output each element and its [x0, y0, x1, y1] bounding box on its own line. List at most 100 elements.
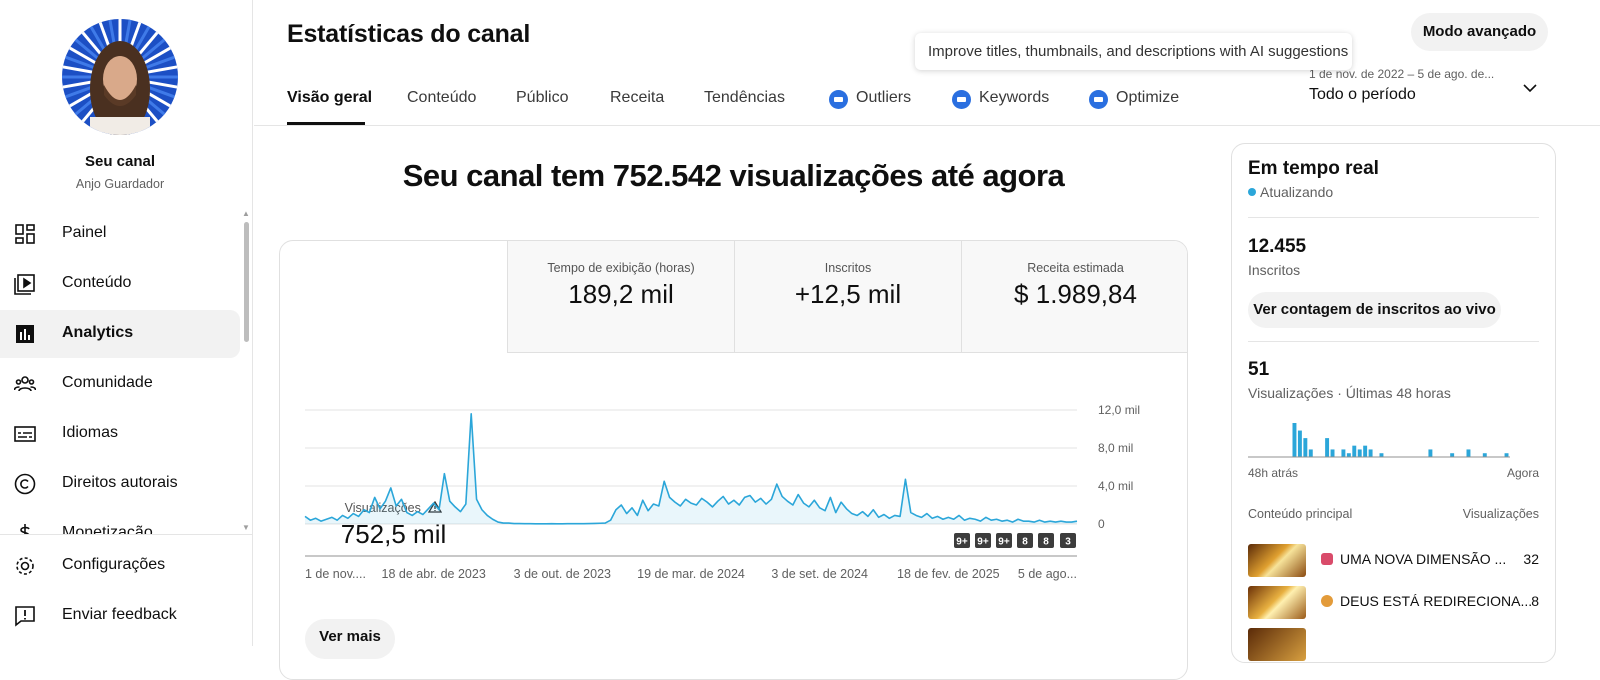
metric-value: +12,5 mil: [794, 279, 902, 309]
tab[interactable]: Keywords: [979, 89, 1050, 106]
advanced-mode-button[interactable]: Modo avançado: [1411, 13, 1548, 51]
footer-label: Configurações: [62, 556, 166, 573]
nav-item[interactable]: Painel: [0, 210, 240, 258]
metric-value: 752,5 mil: [340, 519, 447, 549]
top-views-label: Visualizações: [1462, 507, 1539, 521]
metric-value: $ 1.989,84: [1014, 279, 1137, 309]
extension-icon: [829, 90, 848, 109]
tab[interactable]: Receita: [610, 89, 665, 106]
metric-label: Tempo de exibição (horas): [547, 261, 695, 275]
tab[interactable]: Público: [516, 89, 569, 106]
headline: Seu canal tem 752.542 visualizações até …: [402, 158, 1065, 193]
nav-item[interactable]: Comunidade: [0, 360, 240, 408]
video-views: 32: [1523, 551, 1539, 567]
nav-icon: [16, 557, 34, 575]
nav-icon: [14, 426, 36, 442]
nav-icon: [14, 473, 36, 495]
tab-underline: [287, 122, 365, 125]
status-dot: [1248, 188, 1256, 196]
divider: [1248, 341, 1539, 342]
nav-icon: [14, 376, 36, 392]
nav-icon: [14, 274, 35, 295]
nav-item[interactable]: Direitos autorais: [0, 460, 240, 508]
scrollbar-thumb[interactable]: [244, 222, 249, 342]
footer-item[interactable]: Enviar feedback: [0, 592, 240, 640]
date-range: 1 de nov. de 2022 – 5 de ago. de...: [1309, 67, 1495, 81]
channel-avatar[interactable]: [60, 17, 180, 137]
realtime-title: Em tempo real: [1248, 158, 1379, 179]
video-thumbnail[interactable]: [1248, 544, 1306, 577]
page-title: Estatísticas do canal: [287, 20, 531, 48]
video-views: 8: [1531, 593, 1539, 609]
tab[interactable]: Tendências: [704, 89, 785, 106]
nav-label: Direitos autorais: [62, 474, 178, 491]
video-thumbnail[interactable]: [1248, 586, 1306, 619]
scroll-up[interactable]: ▲: [242, 209, 250, 218]
metrics-card: Visualizações 752,5 mil Tempo de exibiçã…: [279, 240, 1188, 680]
nav-icon: [16, 325, 34, 343]
extension-icon: [1089, 90, 1108, 109]
divider: [1248, 217, 1539, 218]
warning-icon[interactable]: [428, 500, 443, 513]
realtime-status: Atualizando: [1260, 184, 1334, 200]
metric-tab[interactable]: Tempo de exibição (horas) 189,2 mil: [507, 241, 734, 353]
nav-label: Monetização: [62, 524, 153, 534]
metric-value: 189,2 mil: [568, 279, 674, 309]
nav-icon: [20, 524, 30, 534]
live-count-button[interactable]: Ver contagem de inscritos ao vivo: [1248, 292, 1501, 328]
video-title[interactable]: DEUS ESTÁ REDIRECIONA...: [1340, 593, 1533, 609]
metric-label: Receita estimada: [1027, 261, 1124, 275]
title-emoji: [1321, 553, 1333, 565]
avatar-beard: [104, 85, 136, 106]
axis-start: 48h atrás: [1248, 466, 1299, 480]
footer-item[interactable]: Configurações: [0, 542, 240, 590]
channel-title: Seu canal: [84, 153, 156, 170]
nav-icon: [15, 606, 35, 627]
nav-label: Analytics: [62, 324, 134, 341]
dropdown-chevron[interactable]: [1522, 82, 1538, 94]
metric-label: Inscritos: [824, 261, 872, 275]
axis-end: Agora: [1506, 466, 1539, 480]
nav-label: Idiomas: [62, 424, 119, 441]
tab[interactable]: Outliers: [856, 89, 912, 106]
video-thumbnail[interactable]: [1248, 628, 1306, 661]
nav-label: Painel: [62, 224, 107, 241]
nav-item[interactable]: Idiomas: [0, 410, 240, 458]
metric-label: Visualizações: [280, 500, 507, 515]
tab[interactable]: Optimize: [1116, 89, 1180, 106]
subscriber-count: 12.455: [1248, 236, 1307, 257]
nav-icon: [15, 224, 35, 244]
subscriber-label: Inscritos: [1248, 262, 1301, 278]
nav-label: Conteúdo: [62, 274, 132, 291]
period-select[interactable]: Todo o período: [1309, 86, 1416, 103]
nav-list: Painel Conteúdo Analytics Comunidade Idi…: [0, 210, 253, 534]
see-more-button[interactable]: Ver mais: [305, 619, 395, 659]
tooltip: Improve titles, thumbnails, and descript…: [915, 33, 1352, 70]
footer-label: Enviar feedback: [62, 606, 177, 623]
sidebar: Seu canal Anjo Guardador Painel Conteúdo…: [0, 0, 253, 646]
scroll-down[interactable]: ▼: [242, 523, 250, 532]
extension-icon: [952, 90, 971, 109]
avatar-face: [103, 56, 137, 102]
divider: [0, 534, 252, 535]
nav-item[interactable]: Conteúdo: [0, 260, 240, 308]
realtime-card: [1231, 143, 1556, 663]
top-content-label: Conteúdo principal: [1248, 507, 1353, 521]
tab[interactable]: Conteúdo: [407, 89, 477, 106]
header-divider: [254, 125, 1600, 126]
video-title[interactable]: UMA NOVA DIMENSÃO ...: [1340, 551, 1507, 567]
nav-item[interactable]: Monetização: [0, 510, 240, 534]
title-emoji: [1321, 595, 1333, 607]
metric-label-text: Visualizações: [344, 501, 421, 515]
views-count: 51: [1248, 359, 1270, 380]
views-label: Visualizações · Últimas 48 horas: [1248, 385, 1451, 401]
metric-tab[interactable]: Visualizações 752,5 mil: [280, 481, 507, 593]
nav-label: Comunidade: [62, 374, 153, 391]
metric-tab[interactable]: Inscritos +12,5 mil: [734, 241, 961, 353]
nav-item[interactable]: Analytics: [0, 310, 240, 358]
tab[interactable]: Visão geral: [287, 89, 373, 106]
avatar-robe: [90, 117, 150, 135]
metric-tab[interactable]: Receita estimada $ 1.989,84: [961, 241, 1187, 353]
channel-handle: Anjo Guardador: [75, 177, 165, 191]
